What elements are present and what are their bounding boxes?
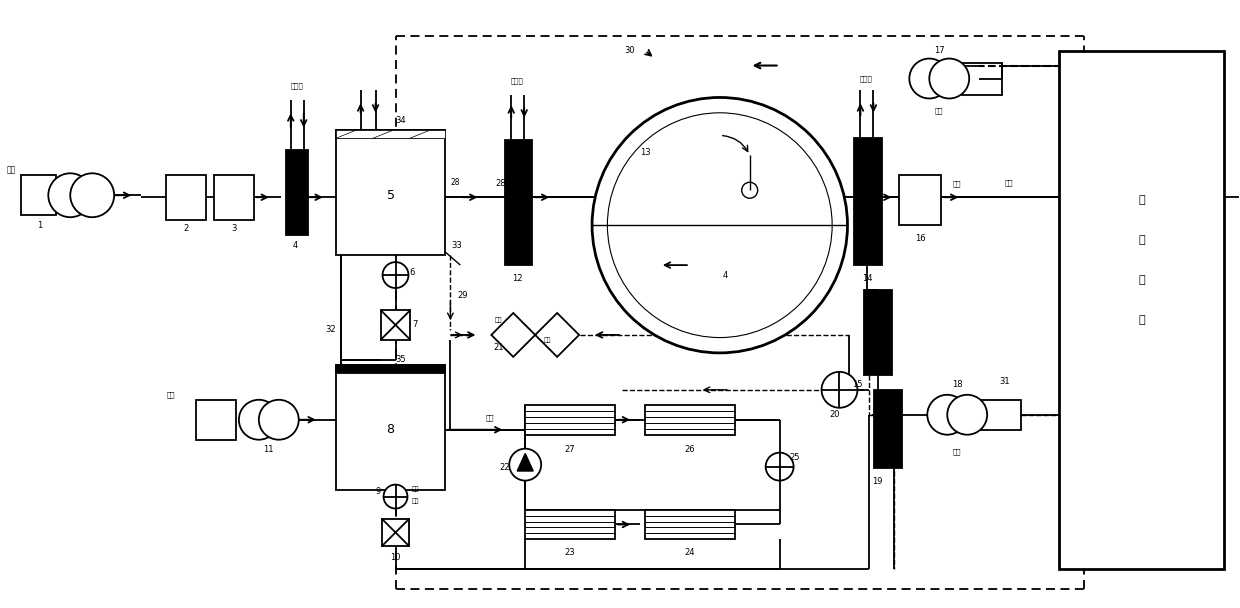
Bar <box>874 390 903 468</box>
Text: 空: 空 <box>1138 275 1145 285</box>
Text: 28: 28 <box>450 178 460 187</box>
Bar <box>526 405 615 435</box>
Text: 16: 16 <box>915 233 925 243</box>
Circle shape <box>929 58 970 98</box>
Bar <box>899 175 941 225</box>
Text: 4: 4 <box>293 241 299 250</box>
Bar <box>505 140 532 265</box>
Text: 11: 11 <box>264 445 274 454</box>
Text: 25: 25 <box>790 453 800 462</box>
Text: 送风: 送风 <box>1004 179 1013 185</box>
Bar <box>166 175 206 220</box>
Text: 20: 20 <box>830 410 839 420</box>
Text: 6: 6 <box>409 268 415 277</box>
Text: 排汽: 排汽 <box>486 415 495 421</box>
Circle shape <box>928 395 967 435</box>
Polygon shape <box>536 313 579 357</box>
Text: 31: 31 <box>998 378 1009 386</box>
Bar <box>1059 50 1224 570</box>
Text: 34: 34 <box>396 116 405 125</box>
Circle shape <box>259 400 299 440</box>
Text: 9: 9 <box>376 487 381 496</box>
Text: 10: 10 <box>391 553 401 562</box>
Text: 建: 建 <box>1138 195 1145 206</box>
Bar <box>526 510 615 539</box>
Text: 2: 2 <box>184 224 188 233</box>
Text: 28: 28 <box>495 179 506 188</box>
Text: 5: 5 <box>387 188 394 202</box>
Bar <box>21 175 56 215</box>
Circle shape <box>591 97 847 353</box>
Circle shape <box>765 453 794 480</box>
Text: 排风: 排风 <box>495 317 502 323</box>
Text: 15: 15 <box>852 381 863 389</box>
Circle shape <box>383 262 408 288</box>
Text: 21: 21 <box>494 344 503 353</box>
Text: 排风: 排风 <box>954 448 961 455</box>
Text: 26: 26 <box>512 178 522 187</box>
Circle shape <box>71 173 114 217</box>
Polygon shape <box>517 454 533 471</box>
Bar <box>336 130 445 139</box>
Circle shape <box>909 58 950 98</box>
Text: 30: 30 <box>625 46 635 55</box>
Circle shape <box>383 485 408 508</box>
Bar <box>382 519 409 547</box>
Text: 33: 33 <box>451 241 461 250</box>
Bar <box>196 400 236 440</box>
Bar <box>981 400 1021 430</box>
Circle shape <box>742 182 758 198</box>
Text: 23: 23 <box>564 548 575 557</box>
Bar <box>336 365 445 489</box>
Text: 筑: 筑 <box>1138 235 1145 245</box>
Text: 13: 13 <box>640 148 650 157</box>
Text: 新风: 新风 <box>6 166 16 175</box>
Text: 排风: 排风 <box>935 107 944 114</box>
Text: 1: 1 <box>37 221 42 230</box>
Bar <box>336 365 445 373</box>
Circle shape <box>48 173 92 217</box>
Bar <box>962 63 1002 95</box>
Bar <box>645 405 735 435</box>
Text: 冷冻水: 冷冻水 <box>511 77 523 84</box>
Text: 排风: 排风 <box>543 337 551 343</box>
Circle shape <box>608 113 832 337</box>
Text: 入口: 入口 <box>412 499 419 505</box>
Bar <box>645 510 735 539</box>
Text: 送风: 送风 <box>954 180 961 187</box>
Text: 18: 18 <box>952 381 962 389</box>
Text: 冷冻水: 冷冻水 <box>861 75 873 82</box>
Text: 7: 7 <box>413 320 418 330</box>
Bar <box>854 139 883 265</box>
Text: 12: 12 <box>512 274 522 283</box>
Bar <box>336 130 445 139</box>
Bar <box>381 310 410 340</box>
Polygon shape <box>491 313 536 357</box>
Text: 内: 内 <box>1138 315 1145 325</box>
Text: 冷冻水: 冷冻水 <box>290 82 303 89</box>
Bar <box>864 290 893 375</box>
Circle shape <box>510 449 541 480</box>
Text: 26: 26 <box>684 445 696 454</box>
Bar <box>215 175 254 220</box>
Text: 3: 3 <box>231 224 237 233</box>
Circle shape <box>947 395 987 435</box>
Text: 14: 14 <box>862 274 873 283</box>
Text: 32: 32 <box>325 325 336 334</box>
Bar <box>336 130 445 255</box>
Text: 19: 19 <box>872 477 883 486</box>
Text: 22: 22 <box>498 463 510 472</box>
Text: 4: 4 <box>722 271 728 280</box>
Text: 27: 27 <box>564 445 575 454</box>
Circle shape <box>239 400 279 440</box>
Text: 8: 8 <box>387 423 394 436</box>
Text: 29: 29 <box>458 291 467 300</box>
Text: 35: 35 <box>396 355 405 364</box>
Text: 出口: 出口 <box>412 487 419 492</box>
Text: 外气: 外气 <box>166 392 175 398</box>
Text: 17: 17 <box>934 46 945 55</box>
Text: 24: 24 <box>684 548 696 557</box>
Bar <box>285 150 308 235</box>
Circle shape <box>822 372 857 408</box>
